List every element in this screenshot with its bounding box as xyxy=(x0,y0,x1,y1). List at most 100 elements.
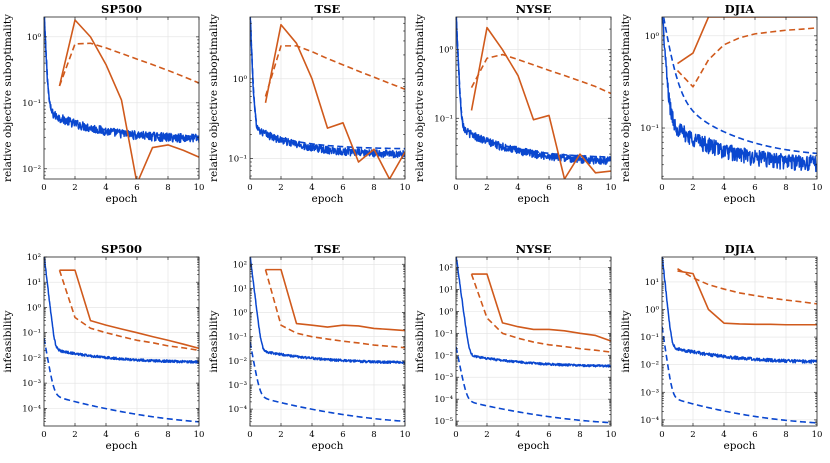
x-axis-label: epoch xyxy=(312,440,344,452)
x-tick-label: 4 xyxy=(515,430,520,440)
y-tick-label: 10² xyxy=(439,263,453,273)
plot-area xyxy=(44,257,199,423)
plot-area xyxy=(456,17,611,179)
x-axis-label: epoch xyxy=(518,440,550,452)
x-tick-label: 0 xyxy=(41,430,46,440)
x-tick-label: 2 xyxy=(484,430,489,440)
y-tick-label: 10⁻¹ xyxy=(228,154,247,164)
y-axis-label: infeasibility xyxy=(2,310,14,372)
panel-sp500-suboptimality: 0 2 4 6 8 10 10⁻² 10⁻¹ 10⁰ SP500 epoch relative obj… xyxy=(2,2,204,205)
y-tick-label: 10² xyxy=(233,260,247,270)
x-axis-label: epoch xyxy=(724,193,756,205)
series-line-blue-dashed xyxy=(250,17,405,150)
x-tick-label: 2 xyxy=(484,183,489,193)
chart-title: DJIA xyxy=(725,2,756,16)
y-tick-label: 10⁰ xyxy=(233,75,248,85)
x-tick-label: 0 xyxy=(659,183,664,193)
x-tick-label: 2 xyxy=(690,430,695,440)
y-tick-label: 10¹ xyxy=(233,284,247,294)
x-tick-label: 2 xyxy=(278,430,283,440)
y-tick-label: 10⁻⁴ xyxy=(228,405,247,415)
axes-frame xyxy=(249,16,406,180)
panel-tse-suboptimality: 0 2 4 6 8 10 10⁻¹ 10⁰ TSE epoch relative objective… xyxy=(208,2,410,205)
x-tick-label: 6 xyxy=(134,183,139,193)
series-line-orange-dashed xyxy=(58,42,199,87)
series-line-orange-dashed xyxy=(676,27,817,88)
y-tick-label: 10⁻⁴ xyxy=(640,416,659,426)
series-line-blue-dashed xyxy=(456,346,611,424)
x-tick-label: 4 xyxy=(721,183,726,193)
x-tick-label: 10 xyxy=(194,430,205,440)
plot-area xyxy=(250,257,405,423)
plot-area xyxy=(250,17,405,179)
x-tick-label: 4 xyxy=(309,430,314,440)
series-line-blue-solid xyxy=(44,17,199,144)
plot-area xyxy=(662,17,817,173)
y-tick-label: 10⁻² xyxy=(434,351,453,361)
y-tick-label: 10⁰ xyxy=(439,307,454,317)
series-line-blue-dashed xyxy=(662,326,817,424)
y-tick-label: 10⁻¹ xyxy=(640,124,659,134)
x-tick-label: 0 xyxy=(659,430,664,440)
x-tick-label: 8 xyxy=(371,430,376,440)
y-tick-label: 10⁻¹ xyxy=(434,114,453,124)
x-tick-label: 8 xyxy=(165,183,170,193)
x-tick-label: 8 xyxy=(783,183,788,193)
series-line-blue-solid xyxy=(662,17,817,173)
y-tick-label: 10⁻⁴ xyxy=(434,395,453,405)
panel-nyse-infeasibility: 0 2 4 6 8 10 10⁻⁵ 10⁻⁴ 10⁻³ 10⁻² 10⁻¹ 10⁰ 10¹ 10² NYSE… xyxy=(414,242,616,452)
x-tick-label: 8 xyxy=(371,183,376,193)
series-line-orange-dashed xyxy=(470,273,611,353)
series-line-blue-solid xyxy=(456,257,611,368)
y-tick-label: 10⁻² xyxy=(22,354,41,364)
x-tick-label: 6 xyxy=(546,183,551,193)
y-tick-label: 10⁻² xyxy=(228,357,247,367)
x-tick-label: 10 xyxy=(194,183,205,193)
axes-frame xyxy=(661,256,818,427)
plot-area xyxy=(456,257,611,424)
y-axis-label: relative objective suboptimality xyxy=(2,14,14,182)
x-tick-label: 10 xyxy=(812,430,823,440)
y-tick-label: 10⁻¹ xyxy=(22,329,41,339)
y-axis-label: relative objective suboptimality xyxy=(208,14,220,182)
series-line-orange-solid xyxy=(59,269,199,350)
x-tick-label: 8 xyxy=(165,430,170,440)
chart-title: TSE xyxy=(315,242,341,256)
panel-nyse-suboptimality: 0 2 4 6 8 10 10⁻¹ 10⁰ NYSE epoch relative objectiv… xyxy=(414,2,616,205)
y-tick-label: 10² xyxy=(27,253,41,263)
chart-title: NYSE xyxy=(516,2,552,16)
panel-djia-suboptimality: 0 2 4 6 8 10 10⁻¹ 10⁰ DJIA epoch relative objectiv… xyxy=(620,2,822,205)
panel-tse-infeasibility: 0 2 4 6 8 10 10⁻⁴ 10⁻³ 10⁻² 10⁻¹ 10⁰ 10¹ 10² TSE epoch… xyxy=(208,242,410,452)
x-tick-label: 0 xyxy=(453,183,458,193)
y-tick-label: 10⁻¹ xyxy=(22,99,41,109)
x-tick-label: 10 xyxy=(812,183,823,193)
axes-frame xyxy=(43,16,200,180)
series-line-blue-dashed xyxy=(44,17,199,138)
series-line-blue-solid xyxy=(662,257,817,364)
series-line-orange-dashed xyxy=(264,269,405,349)
x-tick-label: 2 xyxy=(72,430,77,440)
y-tick-label: 10⁻¹ xyxy=(434,329,453,339)
y-tick-label: 10⁻¹ xyxy=(228,333,247,343)
y-tick-label: 10⁻³ xyxy=(434,373,453,383)
plot-area xyxy=(44,17,199,179)
axes-frame xyxy=(661,16,818,180)
x-tick-label: 6 xyxy=(340,430,345,440)
axes-frame xyxy=(455,256,612,427)
y-tick-label: 10⁻³ xyxy=(22,379,41,389)
series-line-orange-dashed xyxy=(264,45,405,97)
x-tick-label: 2 xyxy=(72,183,77,193)
y-tick-label: 10⁻³ xyxy=(640,388,659,398)
y-tick-label: 10⁰ xyxy=(439,46,454,56)
y-tick-label: 10⁰ xyxy=(645,32,660,42)
y-tick-label: 10¹ xyxy=(439,285,453,295)
series-line-orange-solid xyxy=(677,17,817,65)
axes-frame xyxy=(455,16,612,180)
y-axis-label: relative objective suboptimality xyxy=(620,14,632,182)
series-line-orange-solid xyxy=(470,26,611,179)
series-line-orange-dashed xyxy=(58,269,199,352)
x-tick-label: 10 xyxy=(400,430,411,440)
panel-djia-infeasibility: 0 2 4 6 8 10 10⁻⁴ 10⁻³ 10⁻² 10⁻¹ 10⁰ 10¹ DJIA epoch in… xyxy=(620,242,822,452)
x-tick-label: 0 xyxy=(247,430,252,440)
